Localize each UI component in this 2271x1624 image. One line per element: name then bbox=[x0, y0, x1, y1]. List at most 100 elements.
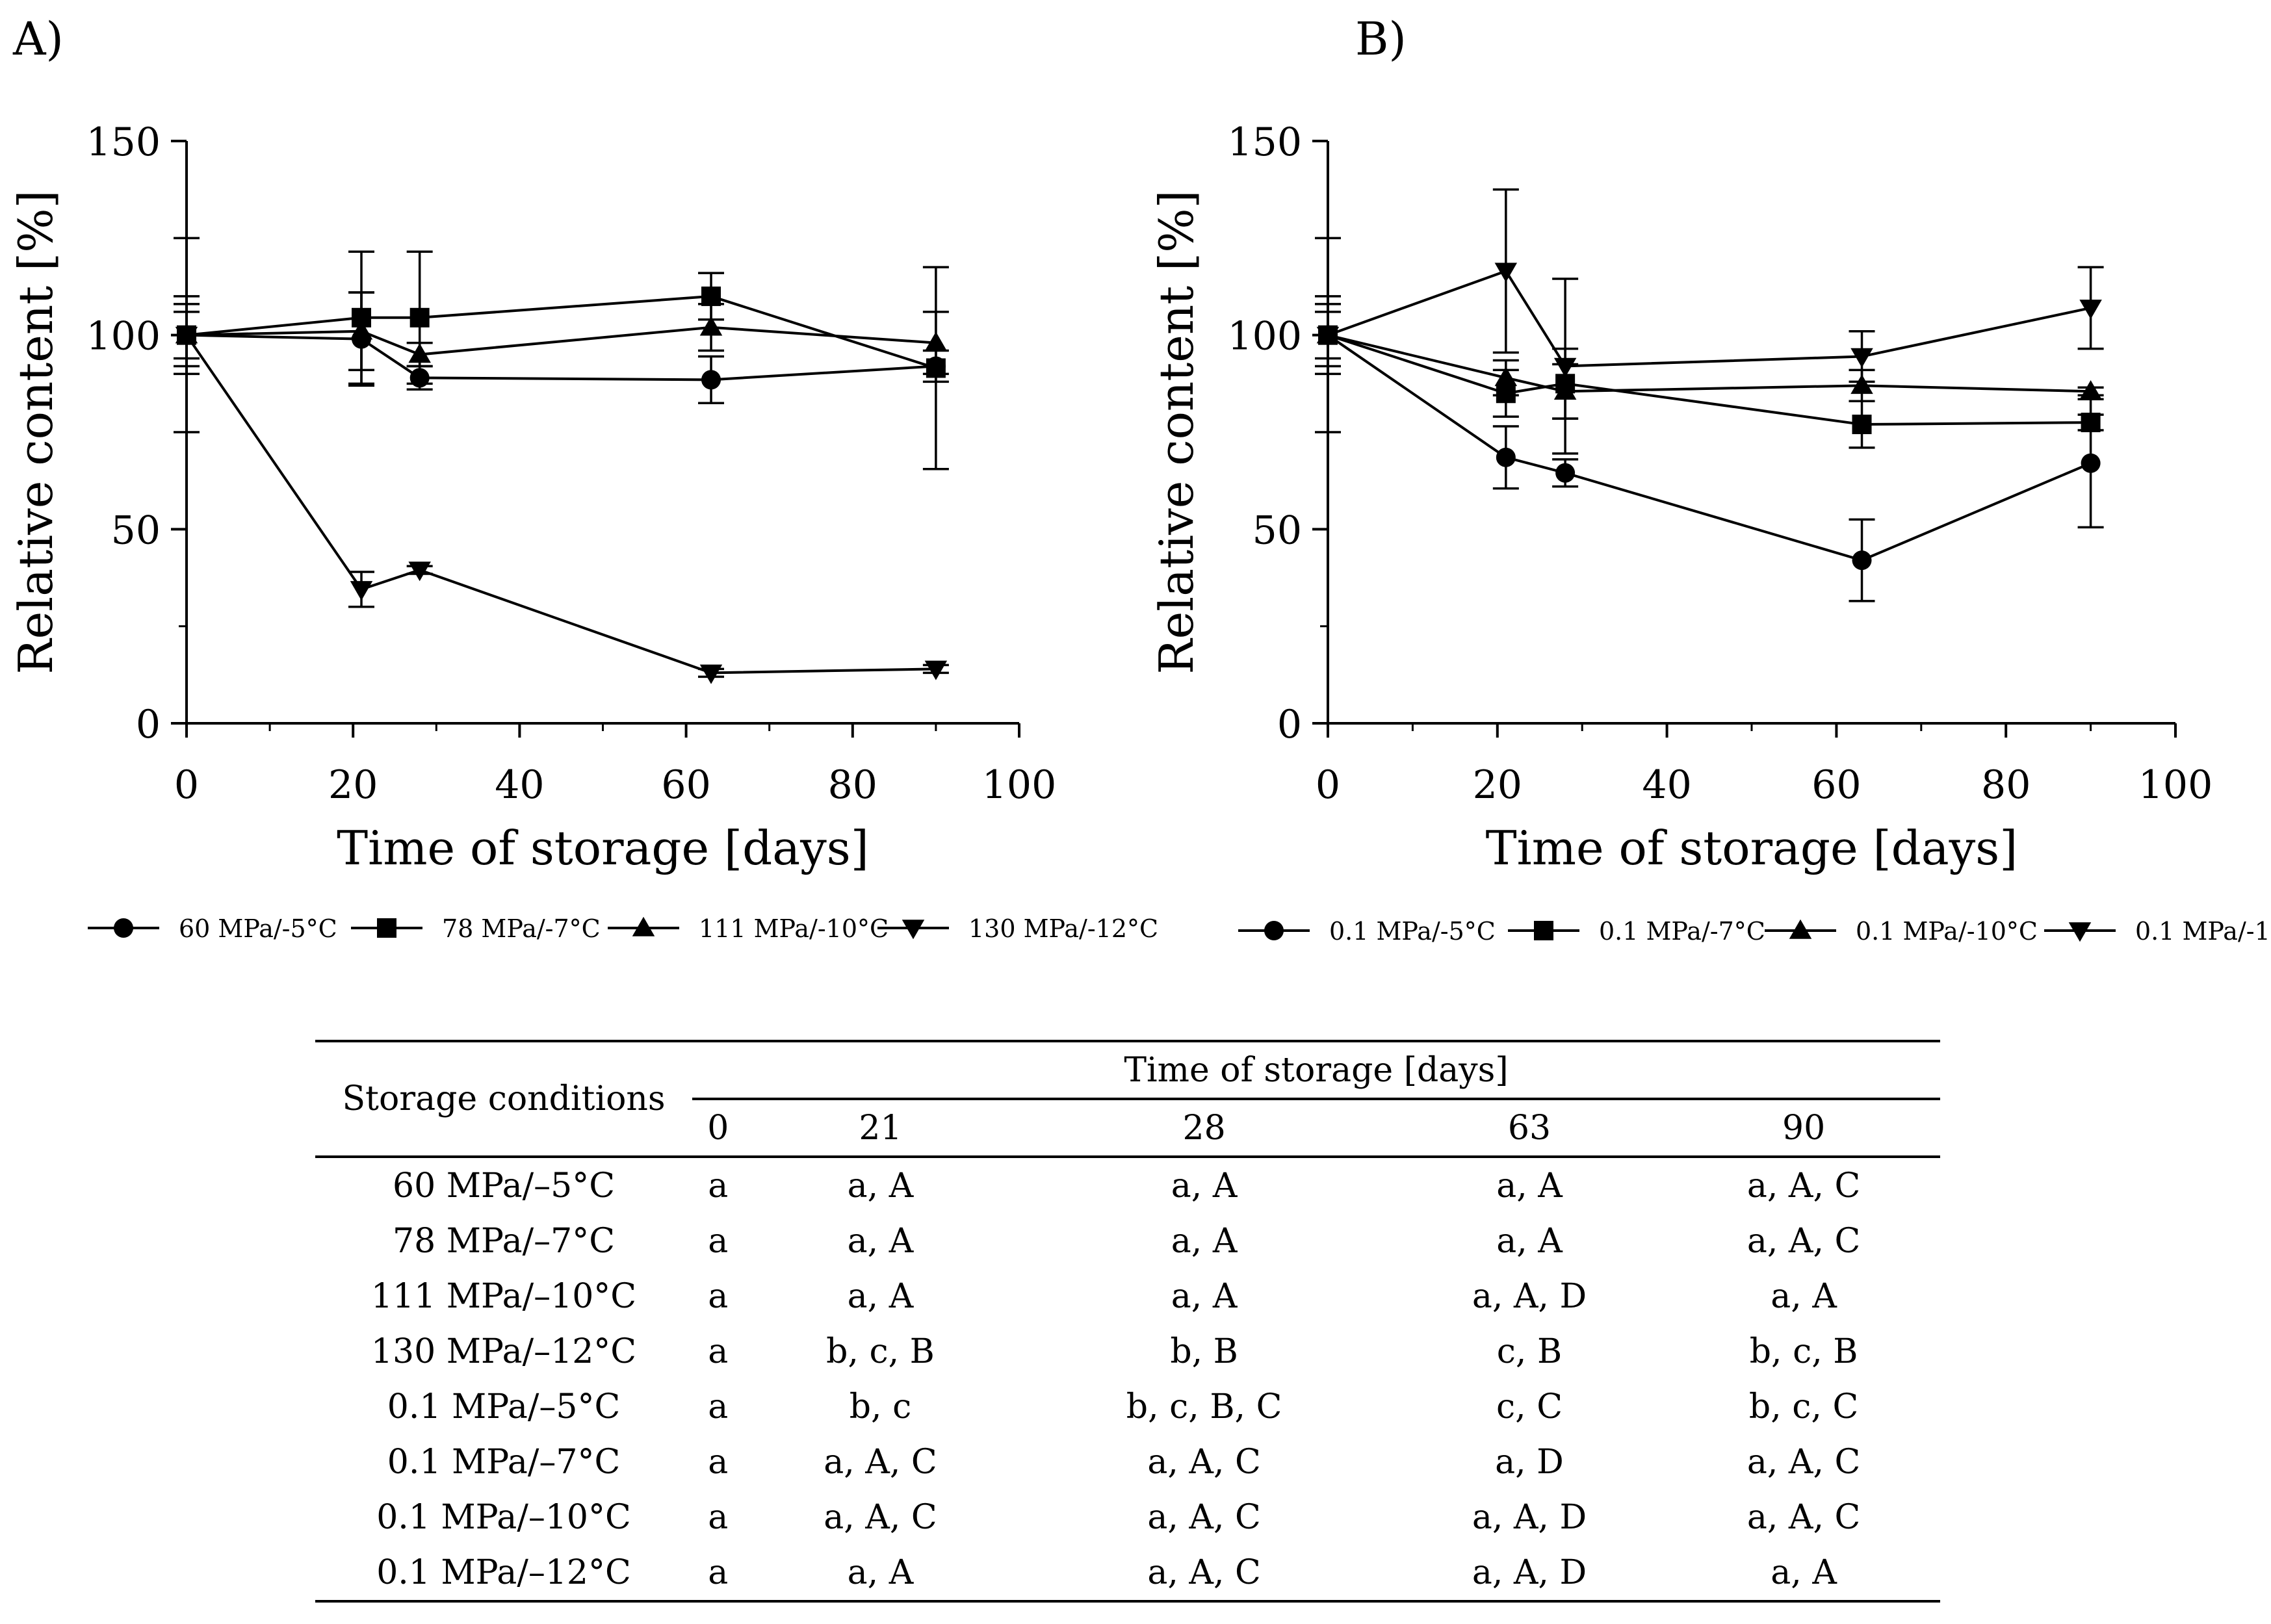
legend-entry: 111 MPa/-10°C bbox=[608, 914, 889, 943]
legend-label: 78 MPa/-7°C bbox=[442, 914, 601, 943]
x-tick-label: 80 bbox=[1981, 762, 2031, 808]
data-point bbox=[2079, 300, 2102, 320]
data-point bbox=[1850, 374, 1873, 394]
table-row: 0.1 MPa/–7°C a a, A, C a, A, C a, D a, A, C bbox=[315, 1434, 1940, 1489]
legend-label: 0.1 MPa/-12°C bbox=[2135, 917, 2271, 946]
table-cell: a, A bbox=[1771, 1276, 1837, 1316]
series-2 bbox=[174, 291, 949, 376]
table-cell: a, A bbox=[847, 1221, 914, 1261]
series-line bbox=[1327, 269, 2092, 368]
table-cell: a bbox=[708, 1276, 729, 1316]
data-point bbox=[350, 581, 373, 601]
chart-A: 0 20 40 60 80 100 0 50 100 150 Time of storage [da… bbox=[8, 120, 1158, 943]
table-cell: c, C bbox=[1496, 1387, 1563, 1426]
table-row: 130 MPa/–12°C a b, c, B b, B c, B b, c, B bbox=[315, 1324, 1940, 1379]
table-cell: a, A bbox=[847, 1276, 914, 1316]
x-tick-label: 40 bbox=[1642, 762, 1691, 808]
x-tick-label: 60 bbox=[661, 762, 710, 808]
data-point bbox=[1496, 447, 1516, 467]
x-tick-label: 60 bbox=[1811, 762, 1861, 808]
y-tick-label: 50 bbox=[1252, 508, 1302, 553]
data-point bbox=[1852, 415, 1872, 435]
x-tick-label: 100 bbox=[2138, 762, 2213, 808]
legend-entry: 0.1 MPa/-7°C bbox=[1508, 917, 1765, 946]
results-table: Storage conditions Time of storage [days… bbox=[315, 1040, 1940, 1603]
data-point bbox=[1494, 367, 1518, 387]
table-cell: a, A bbox=[1171, 1276, 1238, 1316]
data-point bbox=[1316, 326, 1340, 346]
series-line bbox=[185, 334, 936, 675]
table-row: 111 MPa/–10°C a a, A a, A a, A, D a, A bbox=[315, 1269, 1940, 1324]
table-cell: b, c, B bbox=[826, 1332, 935, 1371]
table-cell: a, A, C bbox=[824, 1442, 937, 1482]
legend-entry: 0.1 MPa/-10°C bbox=[1765, 917, 2038, 946]
x-tick-label: 20 bbox=[1473, 762, 1522, 808]
series-0 bbox=[1315, 237, 2104, 602]
data-point bbox=[1850, 348, 1873, 368]
table-cell: c, B bbox=[1496, 1332, 1563, 1371]
table-cell: a, A, C bbox=[1746, 1166, 1861, 1205]
table-row: 78 MPa/–7°C a a, A a, A a, A a, A, C bbox=[315, 1213, 1940, 1269]
column-header-28: 28 bbox=[1182, 1108, 1226, 1148]
series-line bbox=[1327, 333, 2091, 426]
data-point bbox=[1852, 550, 1872, 571]
series-3 bbox=[1315, 188, 2104, 455]
y-tick-label: 150 bbox=[1227, 120, 1302, 165]
time-of-storage-header: Time of storage [days] bbox=[692, 1041, 1940, 1100]
y-tick-label: 50 bbox=[111, 508, 161, 553]
legend-entry: 60 MPa/-5°C bbox=[88, 914, 337, 943]
charts-canvas: 0 20 40 60 80 100 0 50 100 150 Time of storage [da… bbox=[8, 120, 2271, 946]
legend-label: 0.1 MPa/-5°C bbox=[1329, 917, 1496, 946]
storage-conditions-header: Storage conditions bbox=[342, 1079, 666, 1118]
data-point bbox=[924, 331, 948, 352]
series-1 bbox=[174, 250, 949, 470]
series-3 bbox=[174, 311, 949, 684]
y-tick-label: 150 bbox=[86, 120, 161, 165]
y-tick-label: 0 bbox=[1277, 702, 1302, 747]
table-cell: b, c bbox=[849, 1387, 912, 1426]
row-condition: 60 MPa/–5°C bbox=[393, 1166, 615, 1205]
x-tick-label: 100 bbox=[982, 762, 1057, 808]
x-tick-label: 20 bbox=[328, 762, 378, 808]
x-tick-label: 80 bbox=[828, 762, 877, 808]
legend-label: 0.1 MPa/-10°C bbox=[1856, 917, 2038, 946]
legend-marker bbox=[377, 918, 396, 938]
y-tick-label: 100 bbox=[86, 314, 161, 359]
table-cell: b, B bbox=[1170, 1332, 1238, 1371]
table-cell: a, A bbox=[1171, 1166, 1238, 1205]
table-cell: b, c, B bbox=[1749, 1332, 1858, 1371]
table-cell: a, D bbox=[1495, 1442, 1564, 1482]
table-cell: a, A, D bbox=[1472, 1553, 1587, 1592]
table-cell: a, A bbox=[847, 1553, 914, 1592]
table-cell: a bbox=[708, 1497, 729, 1537]
legend-label: 60 MPa/-5°C bbox=[179, 914, 337, 943]
data-point bbox=[175, 326, 198, 346]
table-cell: a, A, C bbox=[1147, 1442, 1261, 1482]
row-condition: 78 MPa/–7°C bbox=[393, 1221, 615, 1261]
data-point bbox=[701, 286, 721, 306]
y-axis-label: Relative content [%] bbox=[1149, 190, 1204, 674]
data-point bbox=[924, 660, 948, 680]
y-tick-label: 0 bbox=[136, 702, 161, 747]
x-axis-label: Time of storage [days] bbox=[1486, 821, 2018, 875]
legend-marker bbox=[114, 918, 133, 938]
table-cell: a, A bbox=[1171, 1221, 1238, 1261]
legend-entry: 130 MPa/-12°C bbox=[877, 914, 1158, 943]
table-cell: a, A, C bbox=[824, 1497, 937, 1537]
legend-entry: 78 MPa/-7°C bbox=[351, 914, 601, 943]
table-cell: a, A, C bbox=[1147, 1497, 1261, 1537]
y-axis-label: Relative content [%] bbox=[8, 190, 63, 674]
data-point bbox=[350, 320, 373, 340]
data-point bbox=[699, 316, 723, 336]
table-cell: a, A, D bbox=[1472, 1497, 1587, 1537]
row-condition: 130 MPa/–12°C bbox=[370, 1332, 637, 1371]
table-cell: a, A, C bbox=[1147, 1553, 1261, 1592]
data-point bbox=[1553, 357, 1577, 378]
legend-label: 0.1 MPa/-7°C bbox=[1599, 917, 1765, 946]
chart-B: 0 20 40 60 80 100 0 50 100 150 Time of storage [da… bbox=[1149, 120, 2271, 946]
table-cell: a bbox=[708, 1442, 729, 1482]
panel-a-label: A) bbox=[13, 12, 64, 66]
x-axis-label: Time of storage [days] bbox=[337, 821, 869, 875]
table-row: 0.1 MPa/–10°C a a, A, C a, A, C a, A, D a, A,… bbox=[315, 1489, 1940, 1545]
row-condition: 0.1 MPa/–12°C bbox=[376, 1553, 631, 1592]
